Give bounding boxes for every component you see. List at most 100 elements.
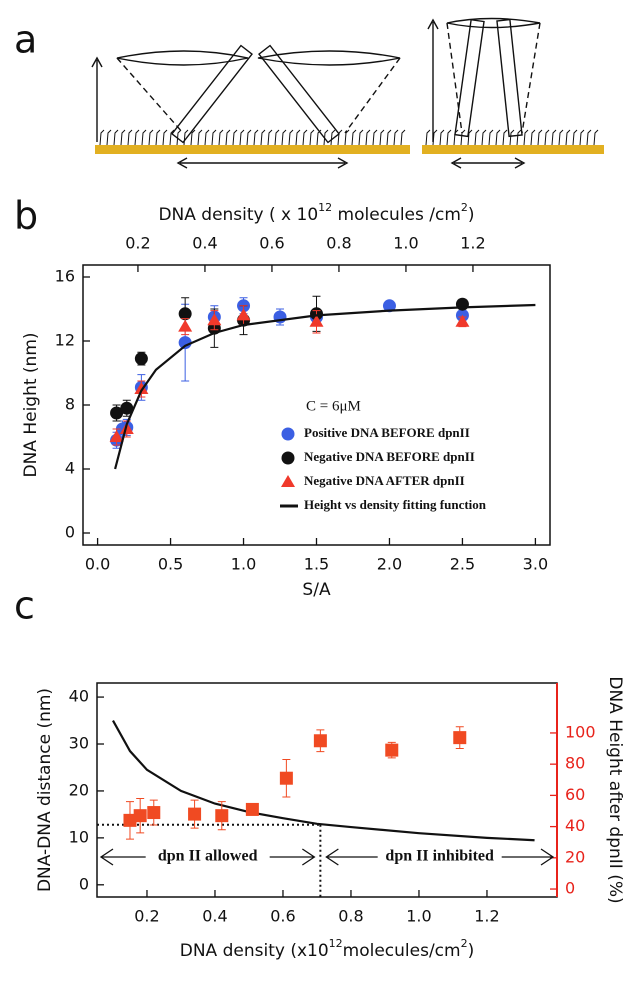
panel-label: c — [14, 584, 35, 628]
molecule-brush — [351, 129, 357, 146]
axis-label-part: 12 — [329, 937, 343, 950]
panel-label: a — [14, 18, 37, 62]
molecule-brush — [155, 129, 161, 146]
y-tick-label: 30 — [69, 734, 89, 753]
y-tick-label: 20 — [69, 780, 89, 799]
molecule-brush — [544, 129, 550, 146]
molecule-brush — [446, 129, 452, 146]
legend-label: Positive DNA BEFORE dpnII — [304, 425, 470, 440]
marker — [279, 771, 293, 785]
y2-tick-label: 60 — [565, 785, 585, 804]
molecule — [454, 18, 485, 138]
molecule-brush — [572, 129, 578, 146]
molecule-brush — [211, 129, 217, 146]
schematic — [91, 17, 604, 169]
axis-label-part: 2 — [461, 937, 468, 950]
molecule-brush — [225, 129, 231, 146]
cone-ellipse — [116, 50, 249, 66]
molecule-brush — [460, 129, 466, 146]
molecule-brush — [523, 129, 529, 146]
axis-label-part: molecules /cm — [332, 205, 461, 225]
marker — [453, 731, 467, 745]
molecule-brush — [323, 129, 329, 146]
legend-label: Negative DNA BEFORE dpnII — [304, 449, 475, 464]
marker — [120, 401, 134, 415]
marker — [178, 307, 192, 321]
molecule-brush — [288, 129, 294, 146]
molecule-brush — [330, 129, 336, 146]
molecule-brush — [509, 129, 515, 146]
molecule-brush — [495, 129, 501, 146]
x2-tick-label: 0.8 — [326, 234, 351, 253]
axis-label-part: 12 — [318, 201, 332, 214]
molecule-brush — [537, 129, 543, 146]
x-tick-label: 1.0 — [406, 907, 431, 926]
axis-label-part: molecules/cm — [343, 941, 461, 961]
molecule-brush — [281, 129, 287, 146]
y-tick-label: 40 — [69, 687, 89, 706]
molecule-brush — [197, 129, 203, 146]
marker — [178, 319, 193, 332]
marker — [309, 314, 324, 327]
marker — [133, 809, 147, 823]
cone-ellipse — [446, 17, 541, 29]
marker — [134, 352, 148, 366]
annotation: dpn II inhibited — [385, 848, 494, 865]
axis-label-part: ) — [468, 205, 475, 225]
cone-edge — [116, 57, 401, 134]
molecule-brush — [393, 129, 399, 146]
y-axis-label: DNA-DNA distance (nm) — [35, 688, 55, 892]
x2-tick-label: 1.0 — [393, 234, 418, 253]
molecule — [258, 44, 340, 144]
legend-swatch — [281, 451, 295, 465]
molecule-brush — [551, 129, 557, 146]
y2-tick-label: 100 — [565, 722, 596, 741]
x-tick-label: 2.0 — [377, 555, 402, 574]
molecule-brush — [309, 129, 315, 146]
molecule-brush — [502, 129, 508, 146]
molecule-brush — [344, 129, 350, 146]
molecule-brush — [425, 129, 431, 146]
x-tick-label: 0.5 — [158, 555, 183, 574]
molecule-brush — [358, 129, 364, 146]
y-tick-label: 0 — [79, 874, 89, 893]
y2-axis-label: DNA Height after dpnII (%) — [605, 676, 625, 903]
x-tick-label: 0.2 — [134, 907, 159, 926]
legend-swatch — [281, 475, 295, 487]
x-tick-label: 3.0 — [523, 555, 548, 574]
marker — [178, 336, 192, 350]
molecule-brush — [365, 129, 371, 146]
molecule-brush — [453, 129, 459, 146]
molecule-brush — [260, 129, 266, 146]
molecule-brush — [295, 129, 301, 146]
molecule-brush — [190, 129, 196, 146]
molecule-brush — [593, 129, 599, 146]
molecule-brush — [176, 129, 182, 146]
molecule-brush — [246, 129, 252, 146]
x-axis-label: S/A — [302, 580, 331, 600]
arrow-head — [91, 56, 103, 68]
x-tick-label: 0.0 — [85, 555, 110, 574]
x2-tick-label: 0.2 — [125, 234, 150, 253]
molecule-brush — [467, 129, 473, 146]
x-tick-label: 1.0 — [231, 555, 256, 574]
axis-label-part: 2 — [461, 201, 468, 214]
molecule-brush — [134, 129, 140, 146]
x-tick-label: 0.6 — [270, 907, 295, 926]
y-tick-label: 0 — [65, 523, 75, 542]
molecule-brush — [558, 129, 564, 146]
y-tick-label: 10 — [69, 827, 89, 846]
legend-label: Height vs density fitting function — [304, 497, 487, 512]
molecule-brush — [439, 129, 445, 146]
marker — [382, 299, 396, 313]
molecule-brush — [379, 129, 385, 146]
y2-tick-label: 20 — [565, 847, 585, 866]
molecule-brush — [218, 129, 224, 146]
arrow-head — [427, 18, 439, 30]
y2-tick-label: 80 — [565, 754, 585, 773]
y-tick-label: 12 — [55, 331, 75, 350]
fit-line — [114, 303, 536, 470]
marker — [123, 813, 137, 827]
marker — [109, 430, 124, 442]
x2-tick-label: 0.4 — [192, 234, 217, 253]
